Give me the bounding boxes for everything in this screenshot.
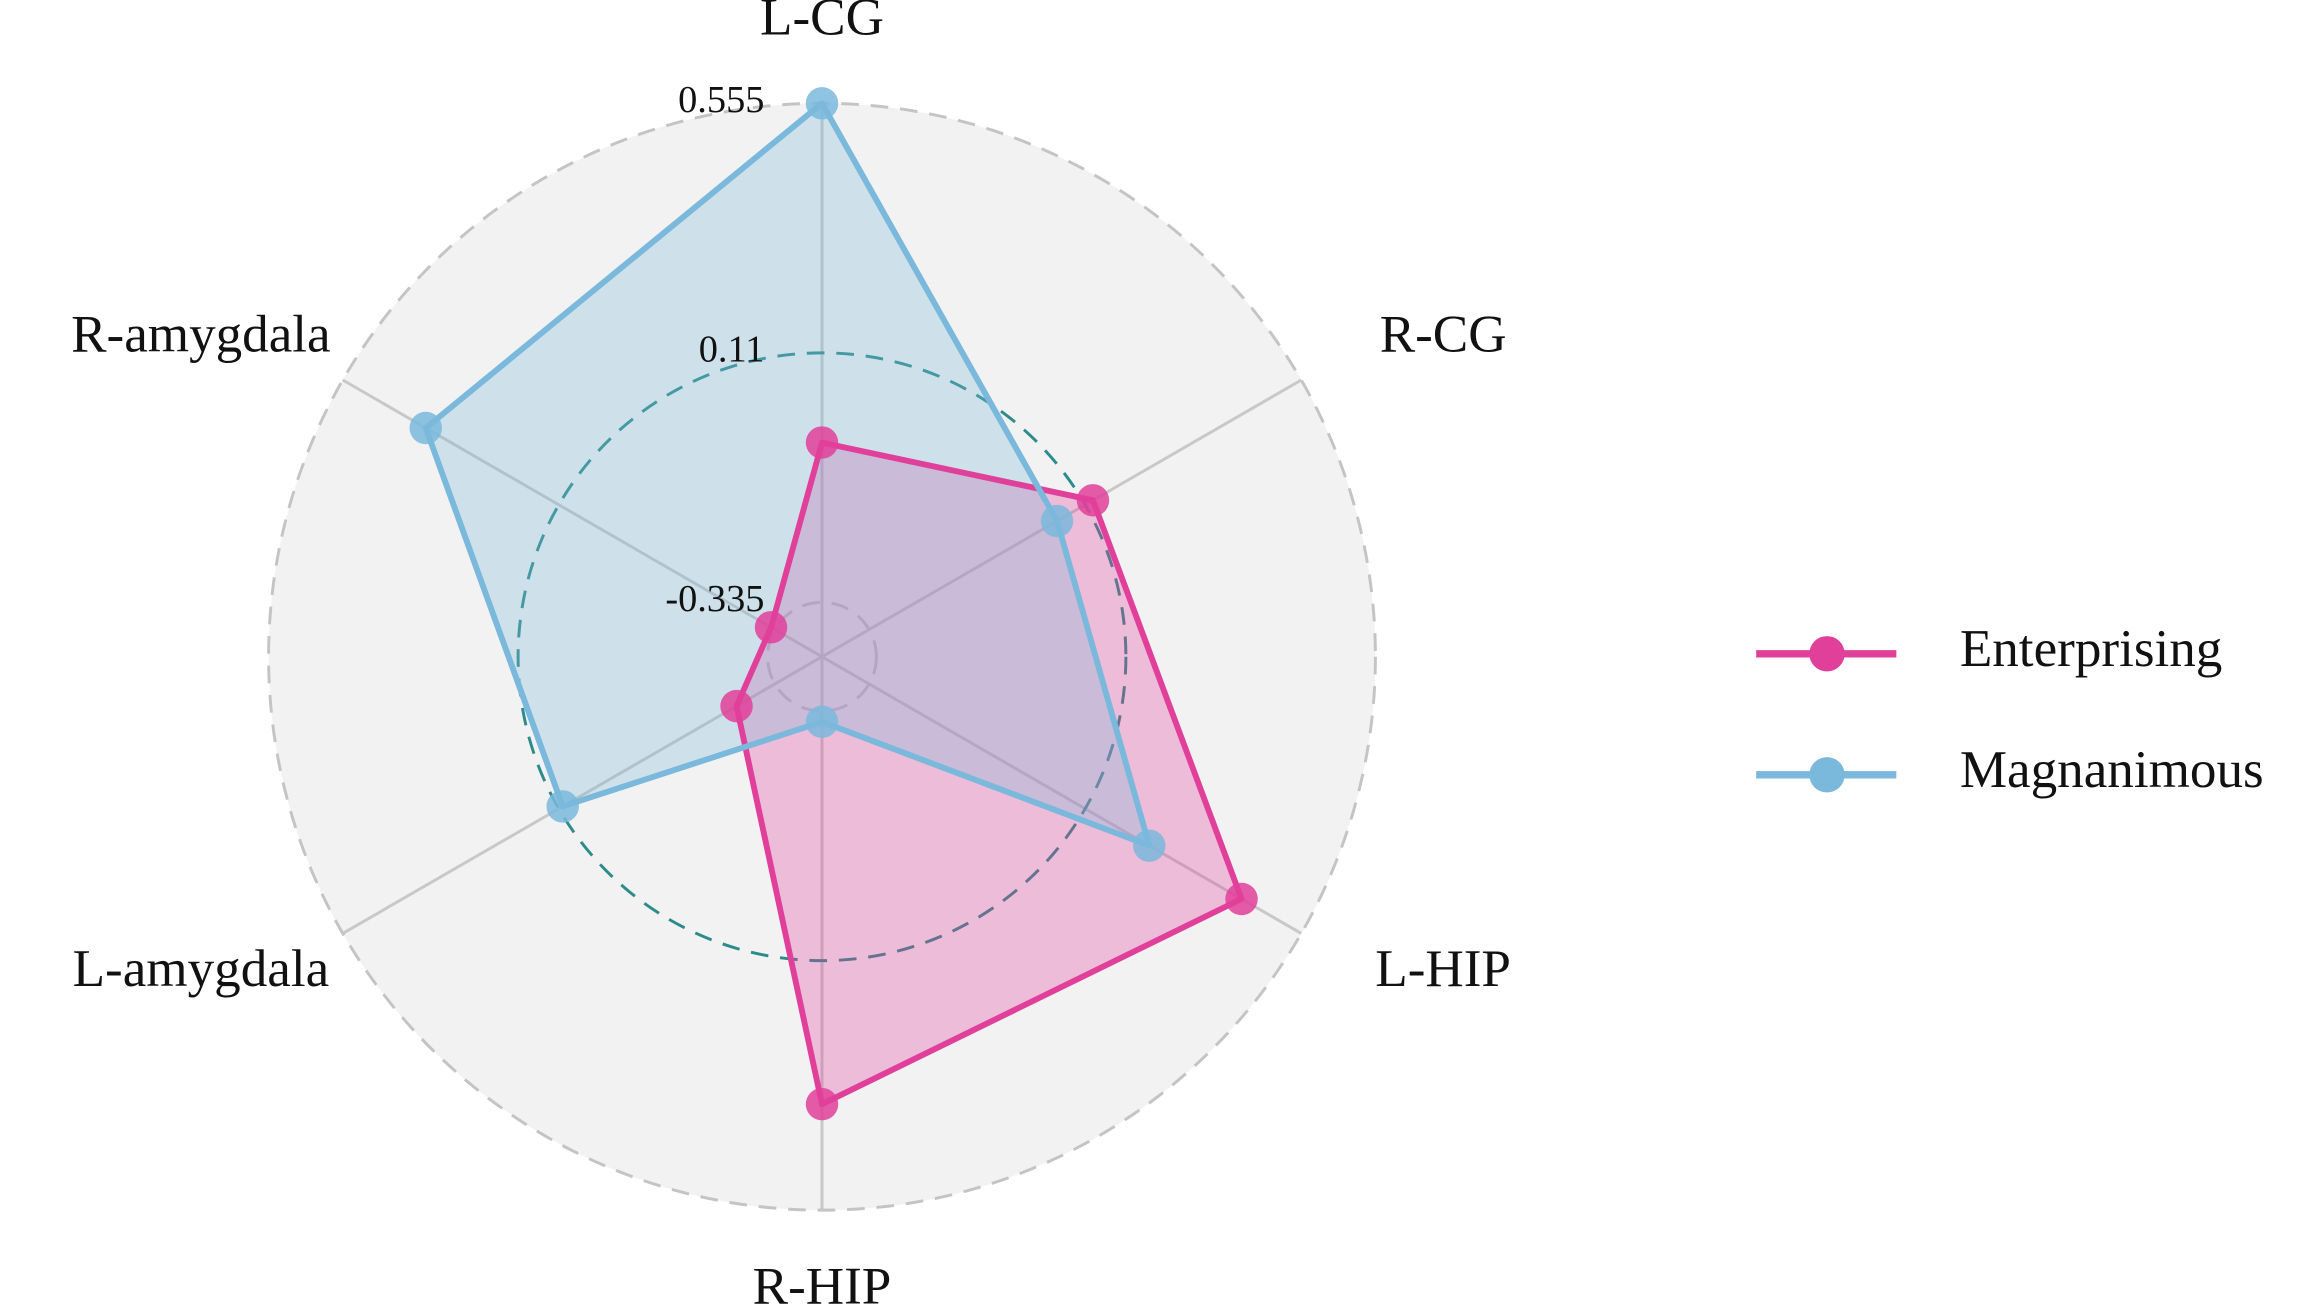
spoke	[821, 655, 1303, 935]
data-point	[805, 87, 839, 120]
legend-marker	[1809, 757, 1845, 793]
series-area	[425, 103, 1150, 846]
category-label: L-amygdala	[73, 940, 330, 998]
data-point	[720, 689, 753, 723]
data-point	[805, 426, 839, 459]
legend-label: Enterprising	[1960, 620, 2223, 678]
r-tick-label: 0.11	[699, 329, 765, 371]
data-point	[1133, 829, 1166, 862]
grid-circle	[766, 600, 878, 713]
data-point	[805, 1087, 839, 1121]
category-label: L-CG	[760, 0, 884, 46]
category-label: R-amygdala	[71, 306, 331, 364]
category-label: R-CG	[1380, 306, 1507, 364]
data-point	[546, 790, 579, 823]
category-label: L-HIP	[1375, 940, 1511, 998]
r-tick-label: 0.555	[678, 79, 764, 121]
data-point	[1076, 484, 1110, 517]
category-label: R-HIP	[753, 1258, 892, 1312]
data-point	[1040, 504, 1074, 538]
r-tick-label: -0.335	[665, 578, 764, 620]
legend-marker	[1809, 636, 1845, 672]
data-point	[805, 705, 839, 739]
data-point	[1225, 882, 1258, 916]
data-point	[754, 611, 788, 644]
data-point	[409, 411, 443, 445]
legend-label: Magnanimous	[1960, 741, 2264, 799]
series-area	[736, 442, 1242, 1105]
